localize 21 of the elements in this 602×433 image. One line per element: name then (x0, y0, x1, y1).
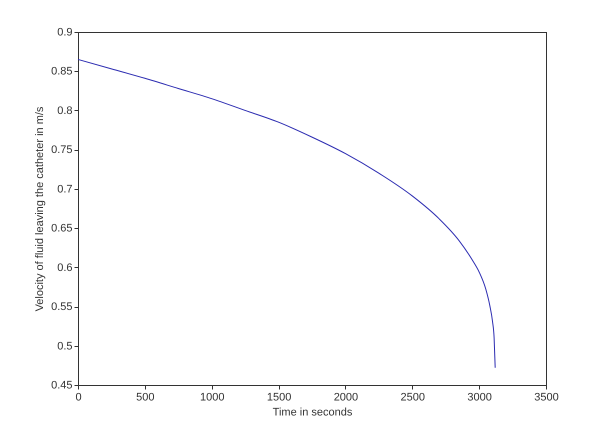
y-tick-label: 0.8 (57, 104, 72, 117)
y-tick-label: 0.45 (51, 380, 72, 392)
y-tick-label: 0.75 (51, 144, 72, 156)
x-tick-label: 2500 (400, 392, 426, 404)
y-axis-title: Velocity of fluid leaving the catheter in m/s (34, 106, 46, 312)
y-tick-label: 0.65 (51, 222, 72, 235)
x-tick-label: 500 (136, 392, 155, 404)
x-tick-label: 3500 (534, 392, 559, 404)
y-tick-label: 0.9 (57, 26, 72, 38)
y-tick-label: 0.55 (51, 301, 72, 314)
y-tick-label: 0.7 (57, 183, 72, 196)
x-tick-label: 2000 (334, 392, 358, 404)
x-tick-label: 0 (75, 392, 82, 404)
x-axis-title: Time in seconds (272, 406, 353, 418)
y-tick-label: 0.85 (51, 66, 72, 78)
x-tick-label: 1000 (200, 392, 224, 404)
x-tick-label: 1500 (266, 392, 292, 404)
x-tick-label: 3000 (467, 392, 492, 404)
y-tick-label: 0.5 (57, 340, 72, 352)
y-tick-label: 0.6 (57, 262, 72, 274)
line-series (78, 58, 496, 368)
